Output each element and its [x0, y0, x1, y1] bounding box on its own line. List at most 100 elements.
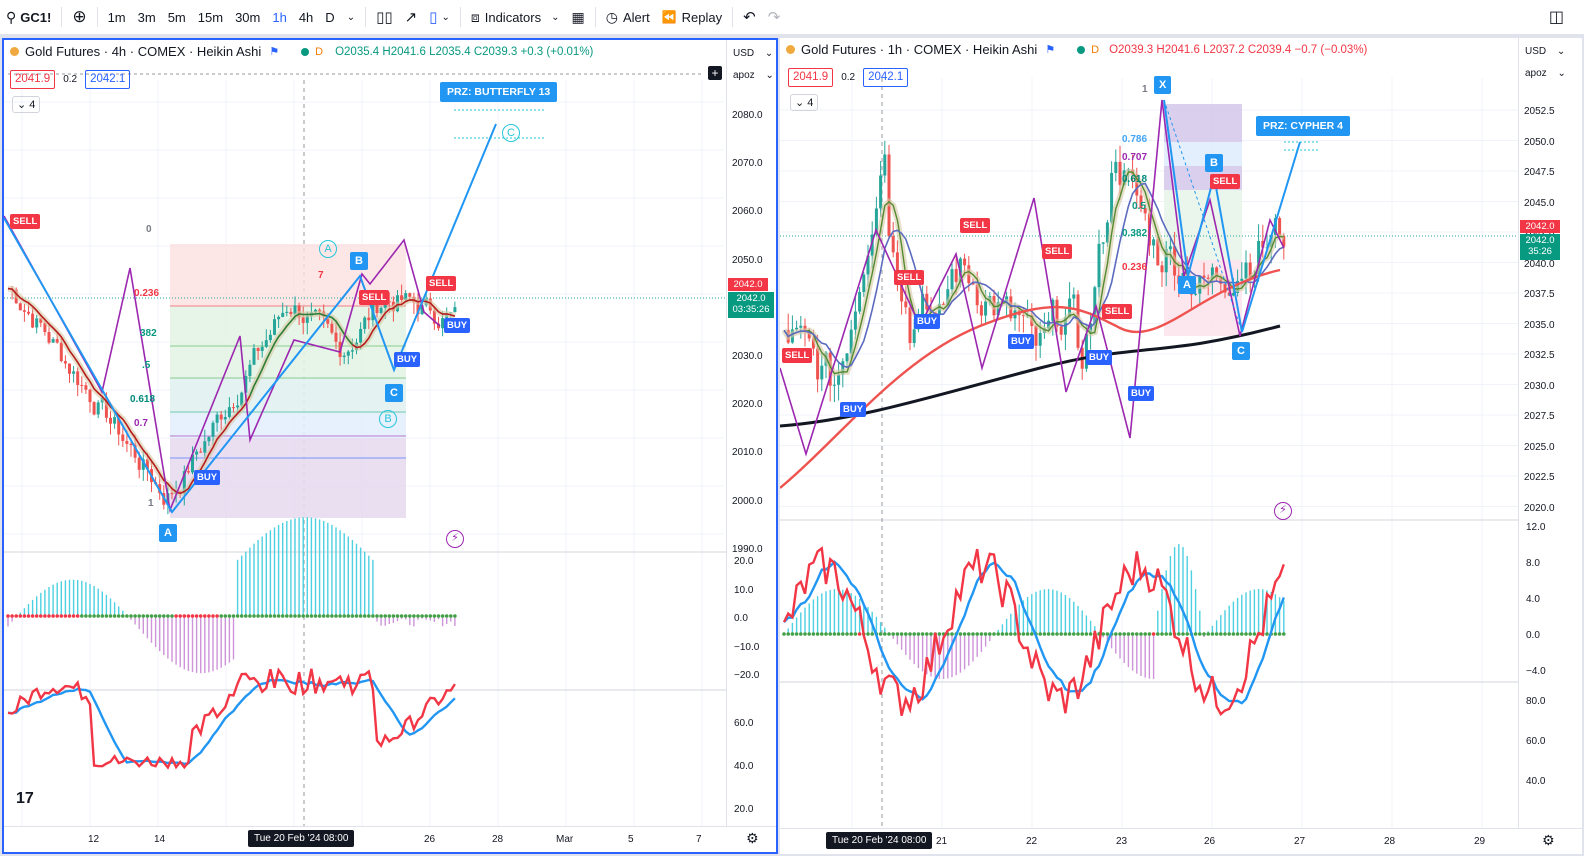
spread-value: 0.2 [63, 74, 78, 85]
bar-style-button[interactable]: ▯▯ [370, 0, 399, 35]
redo-button[interactable]: ↷ [762, 0, 787, 35]
candle-body [367, 317, 371, 321]
candle-body [125, 440, 129, 444]
sell-price-button[interactable]: 2041.9 [788, 68, 834, 87]
price-axis-left[interactable]: USD ⌄ apoz ⌄ [726, 40, 776, 852]
osc-zero-dot [88, 614, 92, 618]
circle-c-label[interactable]: C [502, 124, 520, 142]
chart-title[interactable]: Gold Futures · 4h · COMEX · Heikin Ashi [25, 44, 262, 59]
osc-zero-dot [1147, 632, 1152, 636]
point-a-label[interactable]: A [159, 524, 177, 542]
osc-zero-dot [383, 614, 388, 618]
point-x-label[interactable]: X [1154, 76, 1172, 94]
chart-canvas-left[interactable] [4, 40, 776, 852]
toggle-panel-button[interactable]: ◫ [1543, 0, 1570, 35]
osc-zero-dot [1130, 632, 1135, 636]
osc-zero-dot [853, 632, 858, 636]
crosshair-plus-icon[interactable]: + [708, 66, 722, 80]
settings-gear-icon[interactable]: ⚙ [746, 830, 759, 846]
interval-15m[interactable]: 15m [192, 0, 229, 35]
osc-zero-dot [18, 614, 23, 618]
osc-zero-dot [379, 614, 383, 618]
settings-gear-icon[interactable]: ⚙ [1542, 832, 1555, 848]
lightning-icon[interactable]: ⚡ [1274, 502, 1292, 520]
time-axis-right[interactable]: Tue 20 Feb '24 08:00 21 22 23 26 27 28 2… [780, 828, 1582, 854]
axis-tick-label: 40.0 [1526, 776, 1546, 787]
osc-zero-dot [925, 632, 929, 636]
undo-button[interactable]: ↶ [737, 0, 762, 35]
chart-type-button[interactable]: ▯ ⌄ [423, 0, 456, 35]
osc-zero-dot [80, 614, 84, 618]
interval-1h[interactable]: 1h [266, 0, 292, 35]
buy-price-button[interactable]: 2042.1 [85, 70, 131, 89]
osc-zero-dot [231, 614, 236, 618]
currency-select[interactable]: USD ⌄ [1525, 46, 1565, 57]
user-label[interactable]: apoz ⌄ [733, 70, 774, 81]
interval-3m[interactable]: 3m [132, 0, 162, 35]
point-b-label[interactable]: B [350, 252, 368, 270]
price-axis-right[interactable]: USD ⌄ apoz ⌄ [1518, 38, 1582, 854]
osc-zero-dot [223, 614, 228, 618]
osc-zero-dot [988, 632, 992, 636]
line-style-button[interactable]: ↗ [399, 0, 424, 35]
interval-4h[interactable]: 4h [293, 0, 319, 35]
candle-body [92, 402, 96, 415]
point-b-label[interactable]: B [1205, 154, 1223, 172]
currency-select[interactable]: USD ⌄ [733, 48, 773, 59]
compare-button[interactable]: ⊕ [66, 0, 92, 35]
rsi-line [7, 667, 456, 770]
delayed-badge: D [1091, 43, 1100, 56]
candle-body [900, 282, 904, 302]
sell-price-button[interactable]: 2041.9 [10, 70, 56, 89]
osc-zero-dot [235, 614, 240, 618]
symbol-search[interactable]: ⚲ GC1! [0, 0, 57, 35]
osc-zero-dot [162, 614, 166, 618]
collapse-indicators-button[interactable]: ⌄ 4 [12, 96, 41, 113]
osc-zero-dot [794, 632, 799, 636]
candle-body [1273, 218, 1277, 236]
layouts-button[interactable]: ▦ [566, 0, 591, 35]
candle-body [1021, 315, 1025, 317]
candle-body [1114, 161, 1118, 173]
interval-D[interactable]: D [319, 0, 340, 35]
osc-zero-dot [950, 632, 954, 636]
osc-zero-dot [845, 632, 849, 636]
time-axis-left[interactable]: 12 14 Tue 20 Feb '24 08:00 26 28 Mar 5 7… [4, 826, 776, 852]
interval-dropdown[interactable]: ⌄ [341, 0, 361, 35]
tradingview-logo[interactable]: 17 [16, 790, 34, 807]
collapse-indicators-button[interactable]: ⌄ 4 [790, 94, 819, 111]
point-a-label[interactable]: A [1178, 276, 1196, 294]
replay-button[interactable]: ⏪ Replay [656, 0, 728, 35]
candle-body [375, 302, 379, 314]
prz-cypher-label[interactable]: PRZ: CYPHER 4 [1256, 116, 1350, 136]
osc-zero-dot [1252, 632, 1257, 636]
candle-body [252, 348, 256, 365]
chart-canvas-right[interactable] [780, 38, 1582, 854]
osc-zero-dot [782, 632, 786, 636]
chevron-down-icon: ⌄ [1557, 68, 1566, 79]
lightning-icon[interactable]: ⚡ [446, 530, 464, 548]
osc-zero-dot [1277, 632, 1282, 636]
interval-label: 1m [107, 9, 126, 25]
point-c-label[interactable]: C [385, 384, 403, 402]
chart-title[interactable]: Gold Futures · 1h · COMEX · Heikin Ashi [801, 42, 1038, 57]
interval-1m[interactable]: 1m [102, 0, 132, 35]
user-label[interactable]: apoz ⌄ [1525, 68, 1566, 79]
chart-panel-right[interactable]: Gold Futures · 1h · COMEX · Heikin Ashi … [780, 38, 1582, 854]
circle-b-label[interactable]: B [379, 410, 397, 428]
chart-panel-left[interactable]: Gold Futures · 4h · COMEX · Heikin Ashi … [2, 38, 778, 854]
prz-butterfly-label[interactable]: PRZ: BUTTERFLY 13 [440, 82, 558, 102]
buy-price-button[interactable]: 2042.1 [863, 68, 909, 87]
alert-button[interactable]: ◷ Alert [600, 0, 656, 35]
interval-30m[interactable]: 30m [229, 0, 266, 35]
osc-zero-dot [121, 614, 125, 618]
interval-5m[interactable]: 5m [162, 0, 192, 35]
fib-label: 0 [146, 224, 152, 235]
osc-zero-dot [1080, 632, 1084, 636]
osc-zero-dot [1227, 632, 1231, 636]
candle-body [858, 291, 862, 312]
point-c-label[interactable]: C [1232, 342, 1250, 360]
circle-a-label[interactable]: A [319, 240, 337, 258]
indicators-button[interactable]: ⧈ Indicators ⌄ [465, 0, 566, 35]
sell-signal-tag: SELL [10, 214, 41, 229]
